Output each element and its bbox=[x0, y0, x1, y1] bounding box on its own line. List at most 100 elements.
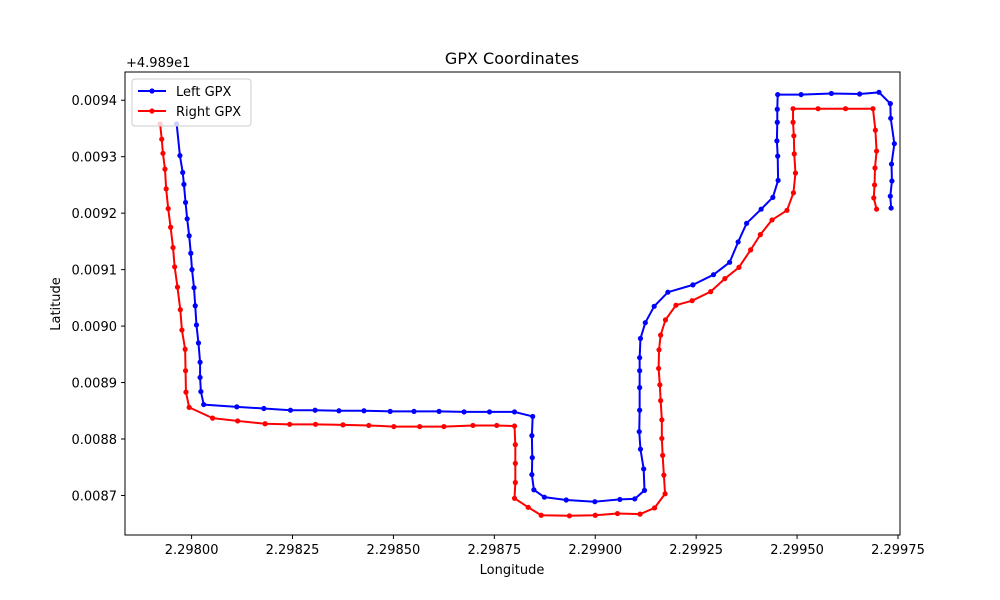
data-point-right-gpx bbox=[172, 264, 178, 270]
data-point-left-gpx bbox=[529, 471, 535, 478]
data-point-right-gpx bbox=[160, 150, 166, 156]
data-point-left-gpx bbox=[641, 466, 647, 472]
data-point-right-gpx bbox=[662, 491, 668, 497]
data-point-right-gpx bbox=[494, 422, 500, 429]
data-point-right-gpx bbox=[662, 317, 669, 323]
x-axis-label: Longitude bbox=[480, 563, 545, 578]
data-point-left-gpx bbox=[637, 355, 643, 361]
data-point-left-gpx bbox=[727, 259, 733, 265]
data-point-left-gpx bbox=[857, 91, 863, 97]
x-tick-label: 2.29950 bbox=[770, 543, 824, 558]
data-point-left-gpx bbox=[798, 91, 804, 98]
data-point-right-gpx bbox=[661, 472, 667, 478]
data-point-left-gpx bbox=[710, 272, 717, 278]
data-point-left-gpx bbox=[189, 267, 195, 273]
data-point-left-gpx bbox=[637, 407, 643, 413]
data-point-right-gpx bbox=[614, 510, 621, 517]
data-point-left-gpx bbox=[665, 289, 671, 295]
data-point-right-gpx bbox=[790, 190, 797, 196]
data-point-right-gpx bbox=[209, 415, 216, 421]
data-point-right-gpx bbox=[656, 347, 662, 353]
legend-label-right-gpx: Right GPX bbox=[176, 105, 241, 120]
data-point-left-gpx bbox=[735, 239, 741, 245]
data-point-right-gpx bbox=[872, 127, 878, 133]
legend-label-left-gpx: Left GPX bbox=[176, 85, 232, 100]
y-tick-label: 0.0092 bbox=[72, 207, 118, 222]
data-point-right-gpx bbox=[871, 195, 877, 201]
x-tick-label: 2.29925 bbox=[669, 543, 723, 558]
data-point-right-gpx bbox=[769, 217, 775, 223]
data-point-left-gpx bbox=[192, 303, 198, 309]
series-left-gpx bbox=[174, 89, 897, 505]
data-point-right-gpx bbox=[673, 302, 679, 308]
data-point-left-gpx bbox=[336, 408, 342, 414]
data-point-right-gpx bbox=[170, 245, 176, 251]
data-point-right-gpx bbox=[340, 422, 346, 428]
x-tick-label: 2.29800 bbox=[165, 543, 219, 558]
data-point-left-gpx bbox=[195, 340, 202, 346]
data-point-left-gpx bbox=[887, 193, 893, 199]
y-tick-label: 0.0093 bbox=[72, 151, 118, 166]
data-point-left-gpx bbox=[828, 90, 834, 97]
legend-entries: Left GPX Right GPX bbox=[138, 85, 241, 120]
legend: Left GPX Right GPX bbox=[131, 78, 252, 127]
data-point-left-gpx bbox=[531, 487, 537, 493]
data-point-left-gpx bbox=[234, 404, 240, 410]
data-point-right-gpx bbox=[287, 421, 293, 427]
data-point-left-gpx bbox=[891, 141, 897, 147]
data-point-left-gpx bbox=[387, 408, 393, 414]
data-point-left-gpx bbox=[529, 433, 535, 439]
data-point-right-gpx bbox=[660, 452, 666, 458]
data-point-right-gpx bbox=[165, 206, 171, 212]
data-point-left-gpx bbox=[184, 216, 190, 222]
data-point-left-gpx bbox=[198, 388, 204, 395]
data-point-right-gpx bbox=[182, 346, 188, 352]
data-point-right-gpx bbox=[784, 207, 790, 213]
data-point-right-gpx bbox=[871, 182, 878, 188]
data-point-left-gpx bbox=[180, 169, 186, 176]
data-point-left-gpx bbox=[197, 374, 203, 381]
y-tick-label: 0.0088 bbox=[72, 433, 118, 448]
data-point-right-gpx bbox=[791, 151, 797, 157]
data-point-left-gpx bbox=[636, 429, 642, 435]
data-point-left-gpx bbox=[876, 89, 882, 95]
data-point-left-gpx bbox=[261, 405, 267, 412]
data-point-left-gpx bbox=[775, 91, 781, 98]
data-point-left-gpx bbox=[888, 115, 894, 121]
data-point-left-gpx bbox=[530, 413, 536, 420]
data-point-left-gpx bbox=[541, 494, 547, 500]
data-point-right-gpx bbox=[470, 422, 476, 429]
data-point-left-gpx bbox=[888, 161, 895, 167]
x-tick-label: 2.29825 bbox=[266, 543, 320, 558]
data-point-left-gpx bbox=[188, 250, 194, 256]
y-axis: 0.0087 0.0088 0.0089 0.0090 0.0091 0.0092 0.00… bbox=[72, 94, 125, 504]
data-point-left-gpx bbox=[632, 496, 638, 502]
data-point-left-gpx bbox=[177, 152, 183, 159]
y-tick-label: 0.0091 bbox=[72, 264, 118, 279]
data-point-left-gpx bbox=[361, 408, 367, 414]
data-point-left-gpx bbox=[774, 119, 780, 125]
x-tick-label: 2.29900 bbox=[568, 543, 622, 558]
data-point-right-gpx bbox=[592, 512, 598, 518]
data-point-left-gpx bbox=[592, 499, 598, 505]
data-point-right-gpx bbox=[417, 423, 423, 430]
data-point-right-gpx bbox=[312, 421, 319, 427]
data-point-left-gpx bbox=[617, 496, 623, 503]
chart-title: GPX Coordinates bbox=[445, 49, 579, 68]
data-point-right-gpx bbox=[873, 206, 880, 212]
data-point-right-gpx bbox=[512, 442, 518, 448]
data-point-left-gpx bbox=[887, 101, 893, 107]
data-point-left-gpx bbox=[642, 320, 648, 326]
data-point-left-gpx bbox=[774, 106, 780, 112]
data-point-right-gpx bbox=[566, 513, 573, 519]
data-point-left-gpx bbox=[641, 487, 648, 493]
data-point-right-gpx bbox=[168, 224, 174, 230]
data-point-right-gpx bbox=[736, 264, 742, 270]
data-point-left-gpx bbox=[770, 194, 776, 200]
data-point-right-gpx bbox=[525, 504, 531, 510]
data-point-left-gpx bbox=[486, 409, 493, 415]
data-point-right-gpx bbox=[262, 421, 268, 427]
data-point-right-gpx bbox=[538, 512, 544, 518]
data-point-right-gpx bbox=[512, 479, 518, 486]
data-point-left-gpx bbox=[774, 138, 780, 144]
